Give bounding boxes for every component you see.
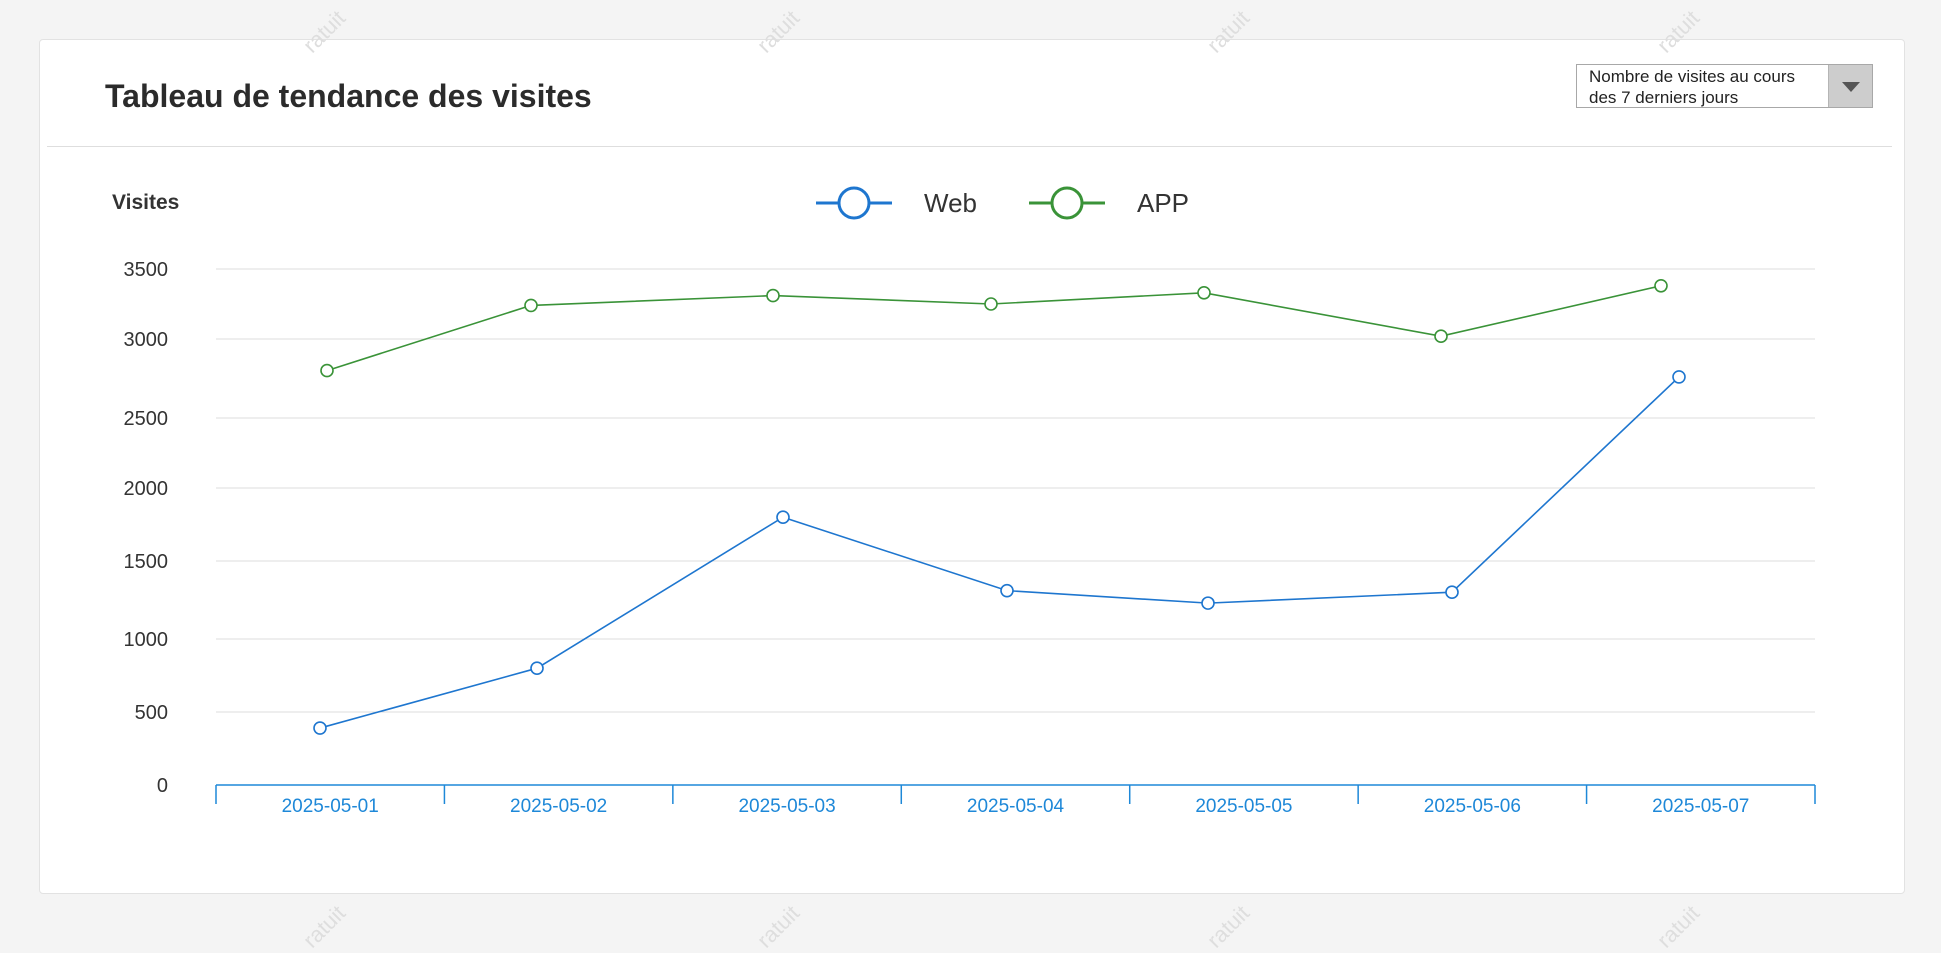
y-tick-label: 2000	[124, 478, 169, 500]
data-point-app	[320, 363, 334, 378]
y-axis-title: Visites	[112, 191, 179, 214]
dropdown-button[interactable]	[1828, 65, 1872, 107]
y-tick-label: 500	[135, 702, 168, 724]
y-tick-label: 3000	[124, 329, 169, 351]
data-point-app	[1197, 285, 1211, 300]
data-point-app	[984, 297, 998, 311]
y-tick-label: 1000	[124, 629, 169, 651]
x-tick-label: 2025-05-07	[1652, 796, 1749, 817]
y-tick-label: 1500	[124, 551, 169, 573]
triangle-down-icon	[1842, 82, 1860, 92]
page-title: Tableau de tendance des visites	[105, 78, 592, 114]
header-divider	[47, 146, 1892, 147]
chart-card: Tableau de tendance des visites Nombre d…	[39, 39, 1905, 894]
y-tick-label: 0	[157, 775, 168, 797]
x-tick-label: 2025-05-02	[510, 796, 607, 817]
x-tick-label: 2025-05-05	[1195, 796, 1292, 817]
data-point-app	[524, 298, 538, 313]
legend-label-web: Web	[924, 188, 977, 218]
data-point-app	[766, 288, 780, 303]
x-tick-label: 2025-05-06	[1424, 796, 1521, 817]
x-tick-label: 2025-05-01	[282, 796, 379, 817]
x-tick-label: 2025-05-03	[738, 796, 835, 817]
data-point-web	[1000, 583, 1014, 598]
data-point-web	[530, 661, 544, 676]
date-range-select[interactable]: Nombre de visites au cours des 7 dernier…	[1576, 64, 1873, 108]
data-point-app	[1434, 329, 1448, 344]
legend-marker-web	[837, 186, 871, 220]
data-point-web	[1672, 370, 1686, 384]
date-range-select-value: Nombre de visites au cours des 7 dernier…	[1589, 67, 1795, 107]
data-point-web	[1445, 585, 1459, 600]
series-line-web	[319, 376, 1680, 729]
x-tick-label: 2025-05-04	[967, 796, 1065, 817]
legend-marker-app	[1050, 186, 1084, 220]
data-point-app	[1654, 278, 1668, 293]
y-tick-label: 3500	[124, 259, 169, 281]
data-point-web	[1201, 596, 1215, 610]
data-point-web	[776, 510, 790, 525]
data-point-web	[313, 721, 327, 735]
legend-label-app: APP	[1137, 188, 1189, 218]
y-tick-label: 2500	[124, 408, 169, 430]
